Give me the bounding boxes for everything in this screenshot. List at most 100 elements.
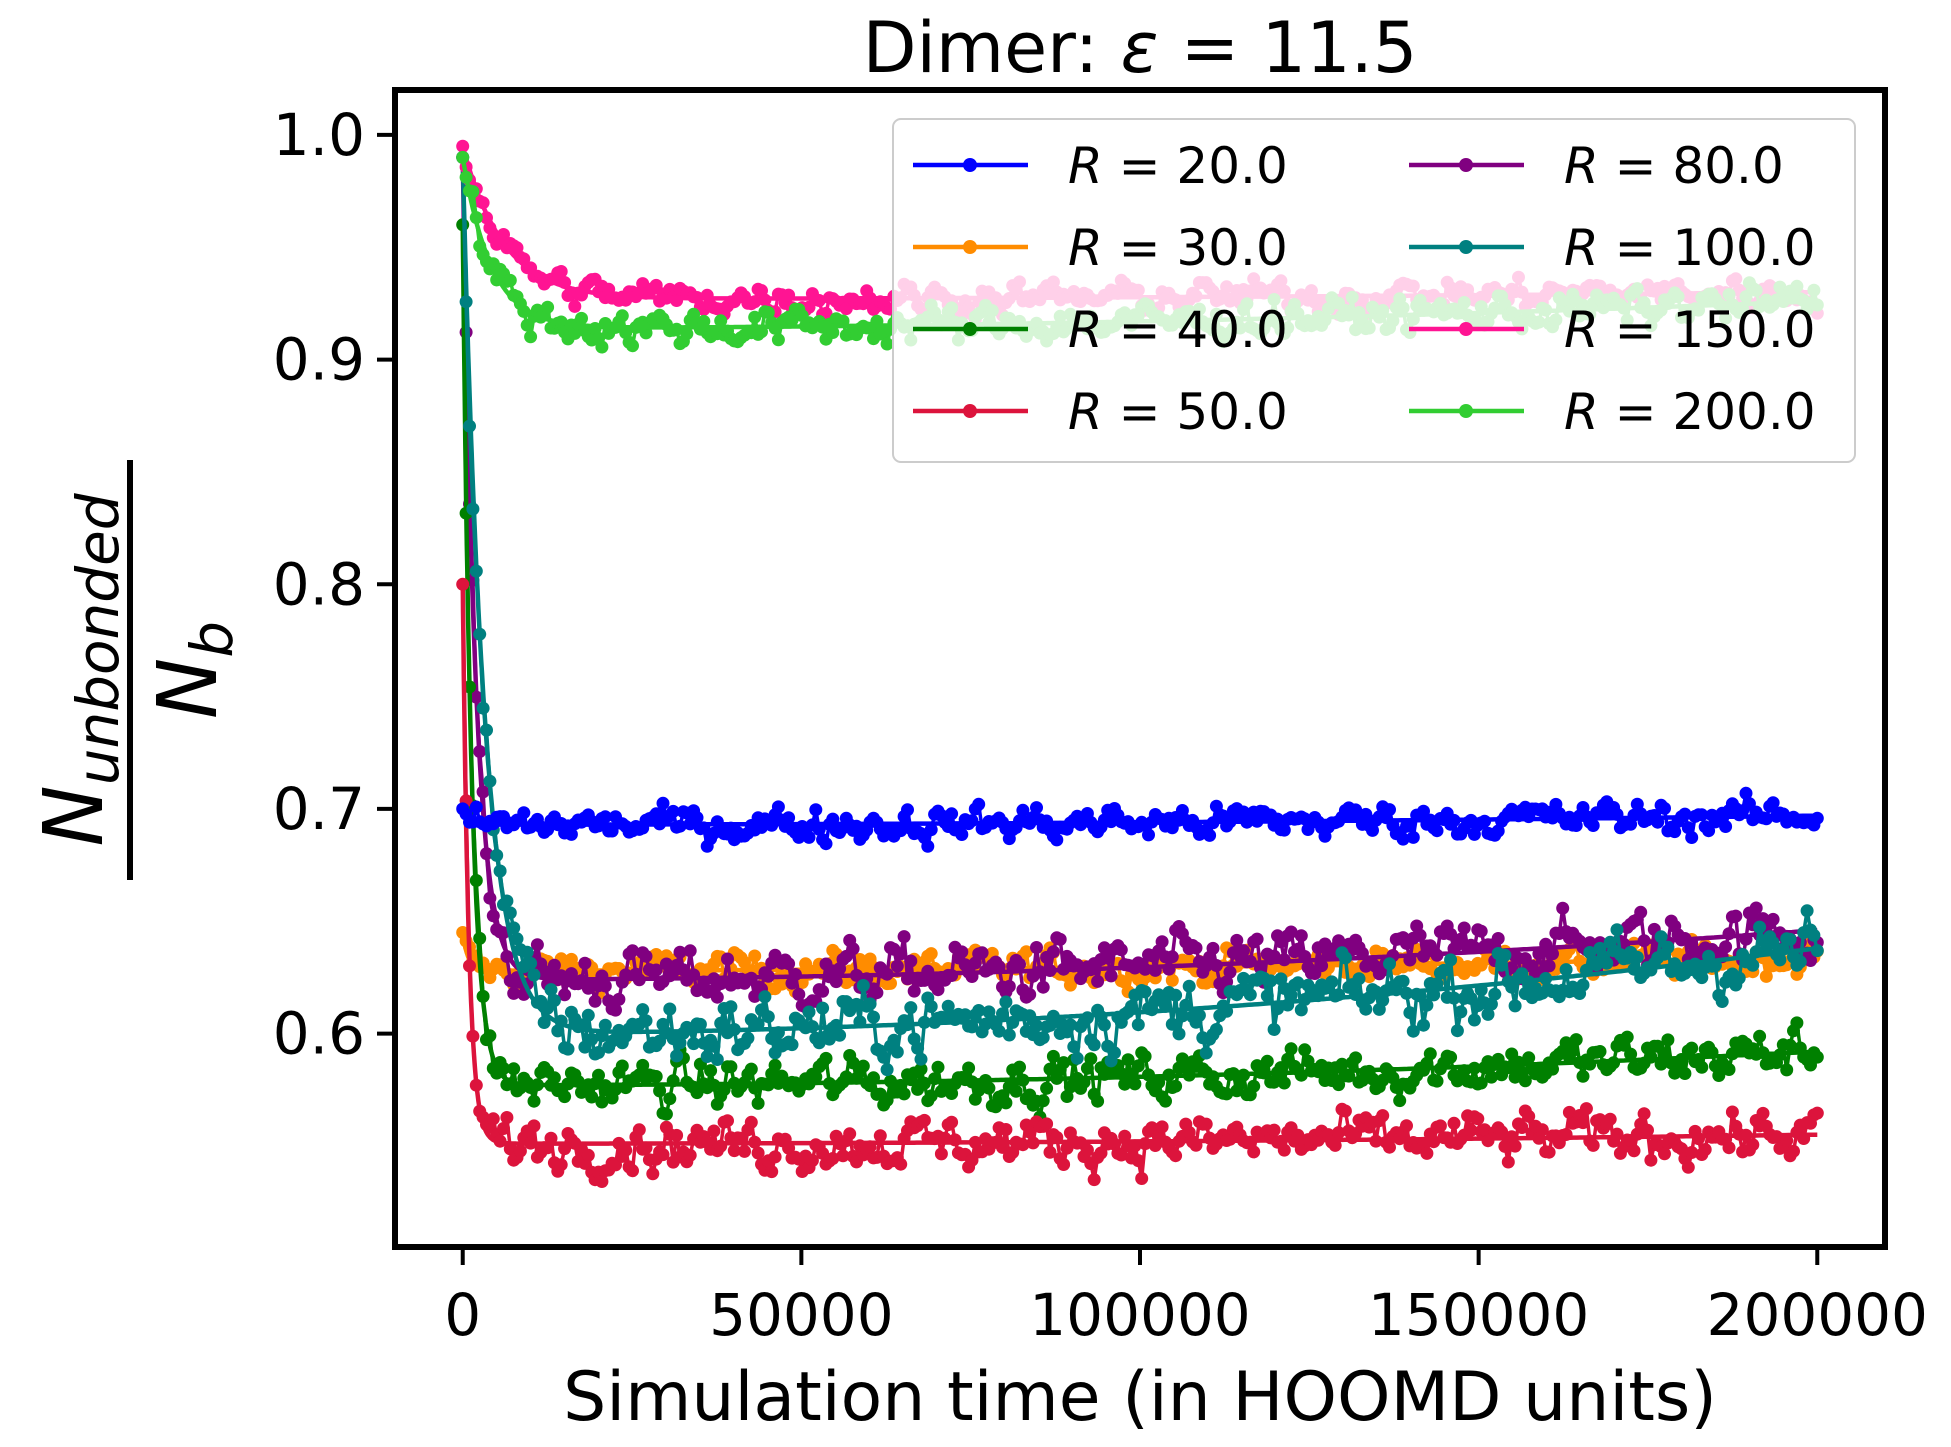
data-point	[1159, 1094, 1172, 1108]
data-point	[1237, 971, 1250, 985]
x-tick-label: 150000	[1368, 1281, 1589, 1349]
data-point	[1169, 988, 1183, 1002]
data-point	[656, 1148, 670, 1162]
data-point	[554, 1158, 568, 1172]
data-point	[999, 995, 1013, 1009]
data-point	[520, 945, 534, 959]
y-tick-label: 0.7	[273, 775, 365, 843]
data-point	[649, 963, 663, 977]
data-point	[1420, 998, 1434, 1012]
data-point	[1036, 1031, 1050, 1045]
data-point	[1685, 1041, 1699, 1055]
data-point	[1043, 1062, 1057, 1076]
data-point	[1661, 1033, 1675, 1047]
data-point	[1732, 971, 1746, 985]
data-point	[1783, 932, 1797, 946]
legend-label: R = 100.0	[1564, 219, 1816, 277]
data-point	[609, 1003, 622, 1017]
data-point	[544, 983, 558, 997]
data-point	[1603, 1112, 1617, 1126]
data-point	[826, 1152, 840, 1165]
legend-swatch-marker	[963, 404, 977, 418]
data-point	[1284, 925, 1298, 939]
data-point	[1542, 959, 1556, 973]
data-point	[782, 811, 796, 825]
data-point	[1518, 1074, 1532, 1088]
data-point	[707, 1124, 721, 1138]
data-point	[1498, 1139, 1512, 1153]
data-point	[914, 1052, 928, 1066]
data-point	[1491, 932, 1505, 945]
data-point	[1433, 1119, 1447, 1133]
data-point	[1053, 932, 1067, 946]
y-tick-label: 0.9	[273, 326, 365, 394]
data-point	[1627, 1144, 1641, 1158]
series-400	[456, 218, 1824, 1124]
data-point	[714, 314, 728, 328]
data-point	[1220, 1087, 1234, 1101]
data-point	[1260, 1054, 1274, 1068]
legend-swatch-marker	[963, 322, 977, 336]
data-point	[1464, 1123, 1478, 1137]
data-point	[1654, 930, 1668, 944]
data-point	[765, 1165, 779, 1179]
data-point	[1542, 1145, 1556, 1159]
data-point	[1793, 955, 1807, 969]
data-point	[907, 984, 921, 998]
data-point	[1209, 1023, 1223, 1036]
data-point	[687, 1037, 701, 1051]
legend-swatch-marker	[1459, 240, 1473, 254]
data-point	[1298, 1043, 1312, 1057]
legend: R = 20.0 R = 30.0 R = 40.0 R = 50.0 R = 80.0…	[892, 118, 1856, 463]
data-point	[537, 1016, 551, 1029]
data-point	[802, 830, 816, 844]
data-point	[1620, 1030, 1634, 1044]
data-point	[527, 1094, 541, 1108]
data-point	[1400, 1119, 1413, 1133]
data-point	[931, 983, 945, 997]
data-point	[996, 1007, 1009, 1021]
data-point	[1114, 1148, 1128, 1162]
legend-swatch-marker	[1459, 158, 1473, 172]
data-point	[1522, 1109, 1536, 1123]
x-axis-label: Simulation time (in HOOMD units)	[563, 1358, 1717, 1437]
data-point	[1787, 1144, 1800, 1158]
data-point	[1199, 1046, 1213, 1060]
data-point	[1725, 1105, 1739, 1119]
data-point	[1393, 1094, 1407, 1108]
data-point	[595, 340, 609, 354]
data-point	[1804, 954, 1817, 967]
data-point	[934, 1147, 948, 1161]
legend-label: R = 40.0	[1068, 301, 1288, 359]
data-point	[972, 797, 986, 811]
data-point	[1447, 991, 1461, 1005]
data-point	[1332, 1126, 1346, 1140]
data-point	[1746, 1138, 1760, 1152]
data-point	[1084, 1052, 1098, 1066]
data-point	[1403, 1006, 1417, 1020]
data-point	[551, 1024, 565, 1038]
data-point	[1562, 1105, 1576, 1119]
data-point	[727, 1144, 741, 1158]
data-point	[656, 796, 670, 810]
data-point	[751, 1146, 765, 1160]
data-point	[1036, 1094, 1050, 1108]
data-point	[1454, 1005, 1468, 1019]
data-point	[1335, 1057, 1349, 1071]
data-point	[1002, 979, 1016, 993]
y-tick-label: 0.6	[273, 1000, 365, 1068]
svg-text:Nunbonded: Nunbonded	[27, 492, 132, 846]
data-point	[826, 326, 840, 339]
data-point	[846, 942, 860, 956]
data-point	[1675, 1142, 1688, 1156]
data-point	[1023, 988, 1037, 1001]
x-tick-label: 0	[444, 1281, 481, 1349]
legend-label: R = 200.0	[1564, 383, 1816, 441]
chart-title: Dimer: ε = 11.5	[863, 7, 1418, 89]
y-label-denominator: N	[141, 658, 236, 719]
data-point	[632, 1123, 646, 1137]
data-point	[690, 811, 704, 825]
x-tick-label: 200000	[1707, 1281, 1928, 1349]
data-point	[1702, 824, 1716, 838]
